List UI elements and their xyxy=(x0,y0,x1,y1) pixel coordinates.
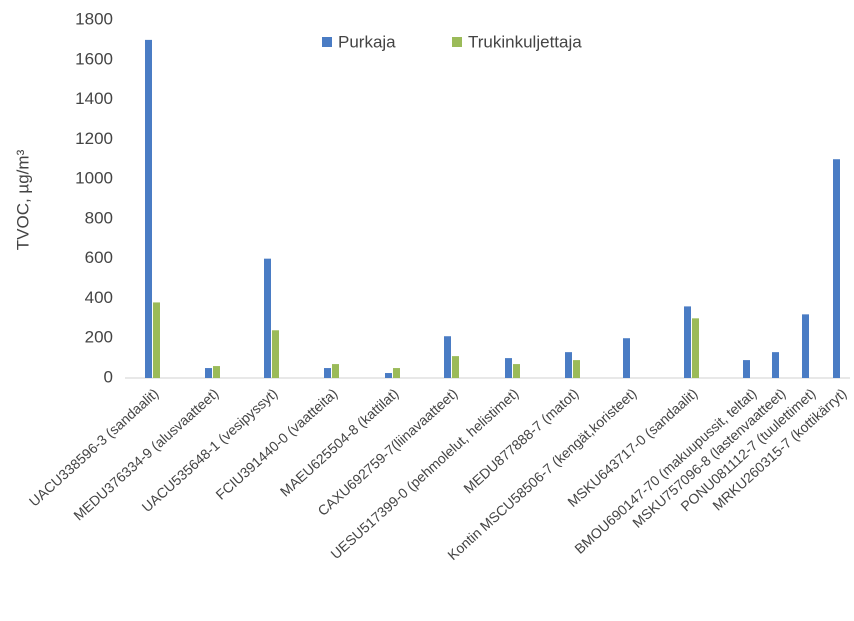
legend-label: Purkaja xyxy=(338,32,396,51)
bar xyxy=(772,352,779,378)
bar xyxy=(332,364,339,378)
y-tick-label: 1800 xyxy=(75,9,113,28)
bar xyxy=(145,39,152,379)
bar xyxy=(452,356,459,378)
bar xyxy=(205,368,212,378)
bar xyxy=(833,159,840,378)
bar xyxy=(573,360,580,378)
bar xyxy=(393,368,400,378)
y-tick-label: 1200 xyxy=(75,129,113,148)
bar xyxy=(505,358,512,378)
x-tick-label: MAEU625504-8 (kattilat) xyxy=(277,385,402,499)
y-tick-label: 200 xyxy=(85,328,113,347)
y-tick-label: 600 xyxy=(85,248,113,267)
bar xyxy=(444,336,451,378)
legend-swatch xyxy=(322,37,332,47)
x-tick-label: FCIU391440-0 (vaatteita) xyxy=(212,385,340,503)
y-tick-label: 1000 xyxy=(75,169,113,188)
y-tick-label: 800 xyxy=(85,208,113,227)
bar xyxy=(513,364,520,378)
y-tick-label: 1400 xyxy=(75,89,113,108)
bar xyxy=(743,360,750,378)
bar xyxy=(692,318,699,378)
bar xyxy=(264,258,271,378)
x-tick-label: MEDU877888-7 (matot) xyxy=(460,385,581,496)
bar xyxy=(213,366,220,378)
bar xyxy=(385,373,392,378)
legend-swatch xyxy=(452,37,462,47)
bar xyxy=(272,330,279,378)
y-tick-label: 0 xyxy=(104,367,113,386)
y-axis-label: TVOC, µg/m³ xyxy=(13,149,32,250)
bar xyxy=(623,338,630,378)
bar xyxy=(324,368,331,378)
legend-label: Trukinkuljettaja xyxy=(468,32,582,51)
y-tick-label: 400 xyxy=(85,288,113,307)
y-tick-label: 1600 xyxy=(75,49,113,68)
bar xyxy=(153,302,160,378)
bar xyxy=(565,352,572,378)
bar xyxy=(684,306,691,378)
bar xyxy=(802,314,809,378)
